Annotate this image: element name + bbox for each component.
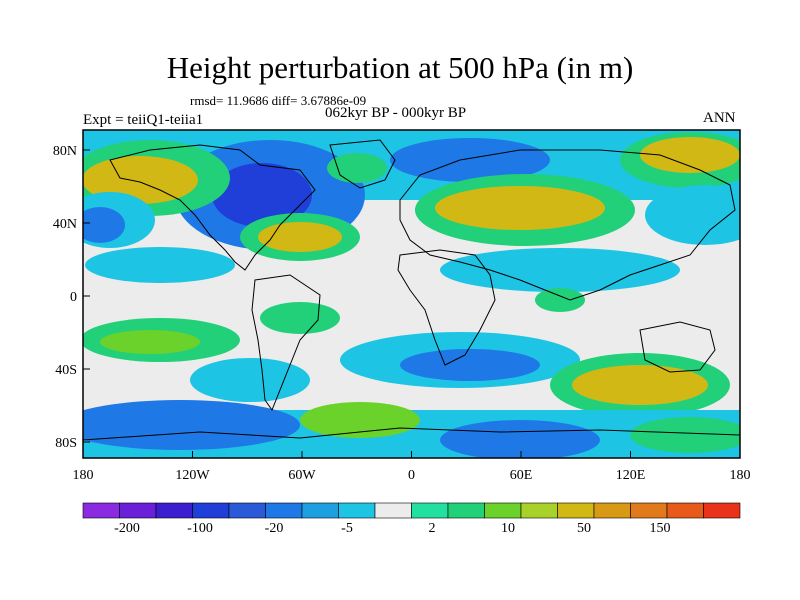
y-tick-label: 80S	[55, 436, 77, 451]
colorbar-swatch	[666, 502, 704, 519]
north-america-outline	[109, 144, 316, 271]
experiment-label: Expt = teiiQ1-teiia1	[83, 112, 204, 128]
colorbar-swatch	[374, 502, 412, 519]
colorbar-label: -100	[187, 521, 213, 536]
map-title: Height perturbation at 500 hPa (in m)	[166, 50, 634, 85]
colorbar-swatch	[411, 502, 449, 519]
colorbar-swatch	[338, 502, 376, 519]
field-region	[83, 400, 300, 450]
season-label: ANN	[703, 110, 736, 126]
y-tick-label: 40N	[53, 217, 77, 232]
field-region	[640, 137, 740, 173]
colorbar-swatch	[301, 502, 339, 519]
y-tick-label: 40S	[55, 363, 77, 378]
greenland-outline	[329, 139, 396, 189]
field-region	[100, 330, 200, 354]
field-region	[440, 248, 680, 292]
colorbar-swatch	[119, 502, 157, 519]
colorbar-label: -200	[114, 521, 140, 536]
south-america-outline	[251, 274, 321, 412]
colorbar-swatch	[447, 502, 485, 519]
period-label: 062kyr BP - 000kyr BP	[325, 105, 467, 121]
field-region	[300, 402, 420, 438]
colorbar-swatch	[593, 502, 631, 519]
field-region	[435, 186, 605, 230]
x-tick-label: 120W	[175, 468, 210, 483]
field-region	[440, 420, 600, 458]
field-region	[630, 417, 740, 453]
field-region	[85, 247, 235, 283]
colorbar-label: 2	[429, 521, 436, 536]
colorbar-swatch	[703, 502, 741, 519]
australia-outline	[639, 321, 716, 373]
field-region	[400, 349, 540, 381]
colorbar-swatch	[484, 502, 522, 519]
x-tick-label: 60W	[288, 468, 316, 483]
colorbar-swatch	[155, 502, 193, 519]
y-tick-label: 0	[70, 290, 77, 305]
colorbar-labels: -200 -100 -20 -5 2 10 50 150	[114, 521, 670, 536]
x-tick-label: 180	[73, 468, 94, 483]
field-region	[572, 365, 708, 405]
antarctica-outline	[83, 427, 740, 441]
y-axis: 80N 40N 0 40S 80S	[53, 144, 90, 451]
coastlines	[83, 139, 740, 441]
field-region	[190, 358, 310, 402]
colorbar-label: 50	[577, 521, 591, 536]
x-axis: 180 120W 60W 0 60E 120E 180	[73, 451, 751, 483]
colorbar-label: -5	[341, 521, 353, 536]
field-region	[258, 222, 342, 252]
colorbar-swatch	[520, 502, 558, 519]
colorbar-swatch	[630, 502, 668, 519]
field-region	[535, 288, 585, 312]
colorbar-label: 10	[501, 521, 515, 536]
height-field	[83, 130, 740, 458]
x-tick-label: 120E	[616, 468, 646, 483]
y-tick-label: 80N	[53, 144, 77, 159]
colorbar-swatch	[82, 502, 120, 519]
africa-outline	[397, 249, 496, 366]
colorbar-swatch	[192, 502, 230, 519]
colorbar-swatch	[557, 502, 595, 519]
x-tick-label: 0	[408, 468, 415, 483]
eurasia-outline	[399, 149, 736, 301]
stats-line: rmsd= 11.9686 diff= 3.67886e-09	[190, 93, 367, 108]
field-region	[260, 302, 340, 334]
field-region	[83, 156, 198, 204]
field-region	[327, 153, 387, 183]
field-region	[212, 163, 312, 227]
colorbar-label: 150	[650, 521, 671, 536]
field-region	[83, 207, 125, 243]
colorbar-swatch	[228, 502, 266, 519]
colorbar-swatch	[265, 502, 303, 519]
colorbar-label: -20	[265, 521, 284, 536]
colorbar	[82, 502, 741, 519]
x-tick-label: 60E	[510, 468, 533, 483]
field-region	[645, 185, 740, 245]
x-tick-label: 180	[730, 468, 751, 483]
